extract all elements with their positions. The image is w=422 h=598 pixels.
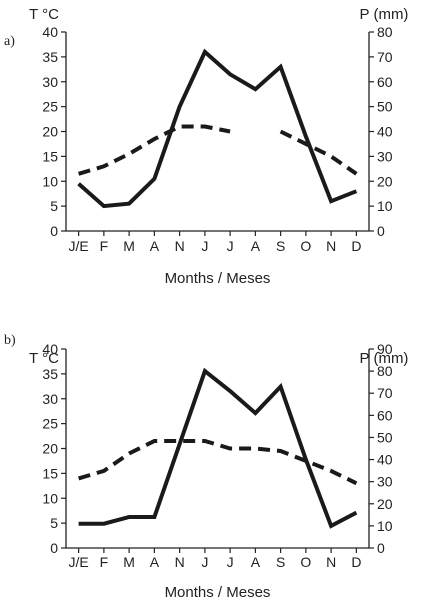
x-axis-tick-label: N (175, 554, 185, 570)
right-axis-tick-label: 80 (377, 363, 393, 379)
left-axis-tick-label: 35 (42, 366, 58, 382)
left-axis-tick-label: 15 (42, 148, 58, 164)
x-axis-tick-label: M (123, 238, 135, 254)
x-axis-tick-label: A (251, 554, 261, 570)
right-axis-tick-label: 0 (377, 540, 385, 556)
right-axis-tick-label: 30 (377, 474, 393, 490)
x-axis-tick-label: O (300, 238, 311, 254)
x-axis-tick-label: J (227, 554, 234, 570)
left-axis-tick-label: 25 (42, 416, 58, 432)
panel-label: a) (4, 34, 15, 49)
left-axis-tick-label: 10 (42, 490, 58, 506)
right-axis-tick-label: 40 (377, 124, 393, 140)
left-axis-tick-label: 5 (50, 515, 58, 531)
x-axis-tick-label: J (201, 554, 208, 570)
left-axis-tick-label: 30 (42, 74, 58, 90)
right-axis-tick-label: 40 (377, 452, 393, 468)
x-axis-tick-label: A (150, 554, 160, 570)
left-axis-tick-label: 0 (50, 223, 58, 239)
right-axis-tick-label: 10 (377, 198, 393, 214)
right-axis-tick-label: 50 (377, 429, 393, 445)
x-axis-tick-label: S (276, 238, 285, 254)
panel-label: b) (4, 333, 16, 348)
right-axis-label: P (mm) (360, 6, 409, 23)
x-axis-tick-label: S (276, 554, 285, 570)
right-axis-tick-label: 30 (377, 148, 393, 164)
right-axis-tick-label: 60 (377, 74, 393, 90)
x-axis-tick-label: J (227, 238, 234, 254)
x-axis-tick-label: N (326, 238, 336, 254)
right-axis-tick-label: 50 (377, 99, 393, 115)
right-axis-tick-label: 10 (377, 518, 393, 534)
right-axis-tick-label: 20 (377, 496, 393, 512)
x-axis-tick-label: J (201, 238, 208, 254)
left-axis-tick-label: 20 (42, 441, 58, 457)
left-axis-tick-label: 5 (50, 198, 58, 214)
left-axis-tick-label: 0 (50, 540, 58, 556)
x-axis-tick-label: D (351, 554, 361, 570)
left-axis-tick-label: 15 (42, 465, 58, 481)
x-axis-title: Months / Meses (165, 584, 271, 598)
x-axis-tick-label: N (326, 554, 336, 570)
right-axis-tick-label: 0 (377, 223, 385, 239)
right-axis-tick-label: 20 (377, 173, 393, 189)
left-axis-tick-label: 40 (42, 341, 58, 357)
temperature-series-line (78, 439, 358, 486)
x-axis-tick-label: A (150, 238, 160, 254)
left-axis-tick-label: 40 (42, 24, 58, 40)
x-axis-tick-label: D (351, 238, 361, 254)
x-axis-tick-label: N (175, 238, 185, 254)
left-axis-tick-label: 20 (42, 124, 58, 140)
x-axis-tick-label: M (123, 554, 135, 570)
precipitation-series-line (78, 367, 358, 529)
precipitation-series-line (77, 48, 358, 209)
left-axis-label: T °C (29, 350, 59, 367)
left-axis-tick-label: 35 (42, 49, 58, 65)
x-axis-tick-label: O (300, 554, 311, 570)
right-axis-tick-label: 70 (377, 49, 393, 65)
x-axis-tick-label: F (100, 554, 109, 570)
right-axis-tick-label: 80 (377, 24, 393, 40)
x-axis-tick-label: A (251, 238, 261, 254)
x-axis-tick-label: J/E (69, 554, 89, 570)
x-axis-tick-label: F (100, 238, 109, 254)
right-axis-tick-label: 60 (377, 407, 393, 423)
right-axis-tick-label: 90 (377, 341, 393, 357)
right-axis-tick-label: 70 (377, 385, 393, 401)
right-axis-label: P (mm) (360, 350, 409, 367)
x-axis-title: Months / Meses (165, 270, 271, 287)
left-axis-tick-label: 25 (42, 99, 58, 115)
left-axis-tick-label: 30 (42, 391, 58, 407)
temperature-series-line (78, 124, 358, 176)
left-axis-tick-label: 10 (42, 173, 58, 189)
x-axis-tick-label: J/E (69, 238, 89, 254)
left-axis-label: T °C (29, 6, 59, 23)
